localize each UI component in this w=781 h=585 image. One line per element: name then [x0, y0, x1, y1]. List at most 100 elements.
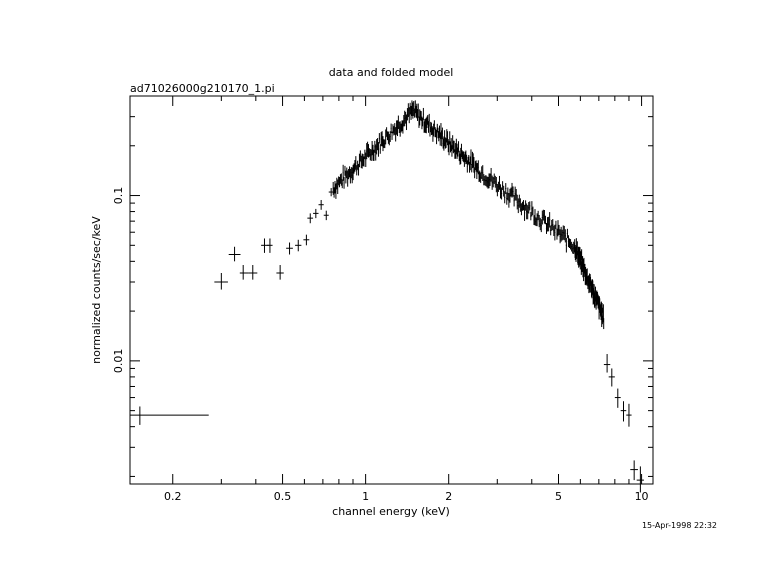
data-point [362, 154, 363, 169]
data-point [338, 176, 339, 185]
data-point [390, 131, 391, 142]
data-point [550, 226, 551, 236]
x-tick-label: 5 [555, 490, 562, 503]
data-point [558, 225, 559, 235]
data-point [483, 174, 484, 185]
data-point [380, 144, 381, 154]
data-point [509, 189, 510, 203]
data-point [384, 140, 385, 149]
data-point [565, 229, 566, 242]
data-point [382, 136, 383, 151]
data-point [387, 131, 388, 140]
data-point [353, 165, 354, 180]
data-point [402, 120, 403, 133]
data-point [395, 127, 396, 141]
data-point [363, 156, 364, 166]
data-point [370, 149, 371, 160]
data-point [494, 174, 495, 184]
data-point [529, 201, 530, 210]
data-point [340, 174, 341, 184]
data-point [535, 217, 536, 226]
data-point [491, 168, 492, 182]
data-point [552, 219, 553, 230]
chart-title: data and folded model [329, 66, 454, 79]
data-point [407, 108, 408, 120]
data-point [497, 184, 498, 196]
data-point [373, 150, 374, 161]
data-point [512, 186, 513, 196]
data-point [527, 205, 528, 219]
data-point [532, 207, 533, 215]
data-point [347, 171, 348, 187]
data-point [549, 212, 550, 227]
data-point [484, 176, 485, 186]
data-point [547, 217, 548, 231]
data-point [360, 150, 361, 161]
y-tick-label: 0.01 [112, 349, 125, 374]
data-point [344, 177, 345, 189]
data-point [388, 132, 389, 144]
data-point [350, 169, 351, 184]
data-point [376, 139, 377, 154]
data-point [523, 200, 524, 210]
data-point [406, 115, 407, 130]
data-point [522, 202, 523, 211]
data-point [544, 210, 545, 224]
data-point [545, 216, 546, 224]
data-point [373, 145, 374, 161]
data-point [372, 141, 373, 155]
data-point [349, 166, 350, 177]
data-point [354, 163, 355, 173]
data-point [336, 178, 337, 190]
data-point [507, 188, 508, 201]
data-point [358, 164, 359, 176]
data-point [571, 242, 572, 252]
data-point [486, 176, 487, 187]
data-point [560, 229, 561, 243]
data-point [495, 176, 496, 188]
data-point [339, 177, 340, 187]
data-point [333, 182, 334, 195]
data-point [543, 210, 544, 221]
data-point [489, 173, 490, 186]
data-point [570, 239, 571, 249]
data-point [542, 211, 543, 225]
data-point [405, 112, 406, 124]
data-point [530, 212, 531, 220]
data-point [562, 230, 563, 241]
data-point [394, 123, 395, 135]
data-point [400, 121, 401, 136]
data-point [335, 184, 336, 199]
data-point [371, 149, 372, 161]
data-point [354, 160, 355, 172]
x-tick-label: 10 [635, 490, 649, 503]
data-point [383, 139, 384, 148]
data-point [538, 211, 539, 220]
x-tick-label: 0.5 [274, 490, 292, 503]
data-point [361, 156, 362, 168]
data-point [516, 189, 517, 201]
data-point [514, 195, 515, 206]
data-point [337, 179, 338, 194]
data-point [493, 177, 494, 187]
data-point [345, 171, 346, 184]
x-tick-label: 1 [362, 490, 369, 503]
data-point [519, 195, 520, 208]
data-point [499, 176, 500, 190]
data-point [393, 126, 394, 135]
data-point [531, 201, 532, 216]
data-point [397, 120, 398, 136]
data-point [367, 142, 368, 157]
data-point [534, 209, 535, 225]
data-point [409, 107, 410, 123]
x-tick-label: 0.2 [164, 490, 182, 503]
data-point [553, 226, 554, 236]
data-point [492, 176, 493, 190]
data-point [352, 168, 353, 184]
data-point [540, 218, 541, 230]
data-point [385, 129, 386, 144]
data-point [335, 181, 336, 193]
data-point [363, 154, 364, 166]
